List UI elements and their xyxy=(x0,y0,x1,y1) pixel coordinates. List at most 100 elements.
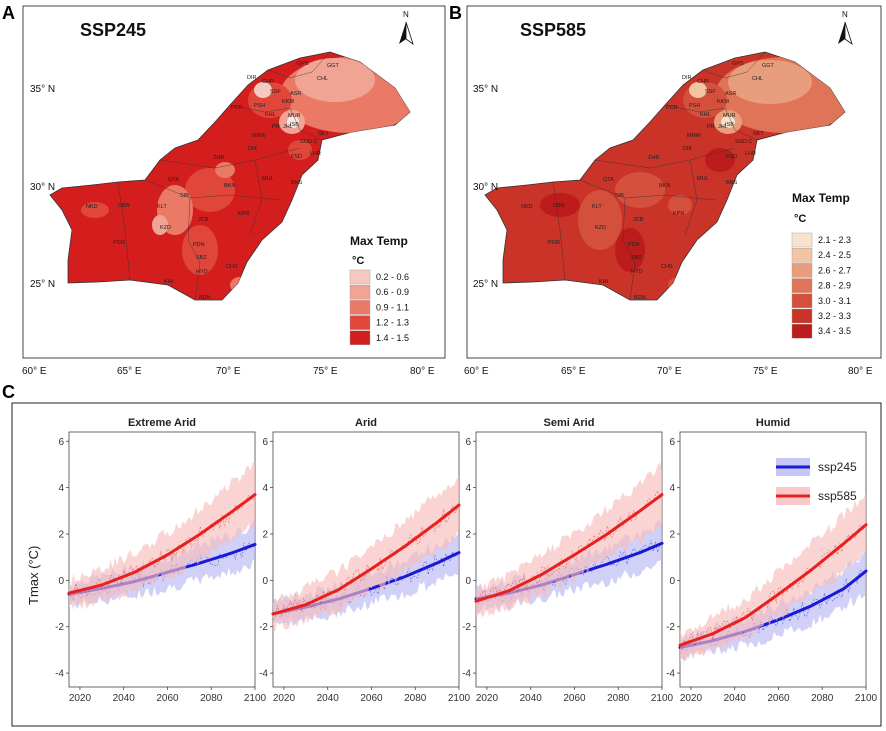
x-tick-label: 2020 xyxy=(69,693,92,704)
lat-25-label: 25° N xyxy=(473,279,498,290)
city-label: HYD xyxy=(631,269,643,275)
lon-75-label: 75° E xyxy=(753,366,778,377)
y-tick-label: 4 xyxy=(669,483,675,494)
legend-a-class-label: 0.6 - 0.9 xyxy=(376,287,409,297)
city-label: ISB xyxy=(725,122,734,128)
city-label: KKM xyxy=(717,99,729,105)
series-band-ssp585 xyxy=(273,475,459,632)
lon-80-label: 80° E xyxy=(410,366,435,377)
x-tick-label: 2060 xyxy=(563,693,586,704)
city-label: SSF xyxy=(705,89,716,95)
series-line-ssp585 xyxy=(67,493,257,595)
city-label: MUL xyxy=(697,176,709,182)
city-label: NKD xyxy=(521,204,533,210)
panel-b-letter: B xyxy=(449,3,462,23)
y-tick-label: 2 xyxy=(58,530,64,541)
city-label: FSD xyxy=(291,154,302,160)
y-tick-label: 2 xyxy=(669,530,675,541)
city-label: CHS xyxy=(661,264,673,270)
city-label: QTA xyxy=(168,177,179,183)
legend-a-class-swatch xyxy=(349,285,371,300)
facet-extreme-arid: Extreme Arid -4 -2 0 2 4 6 2020 2040 2060 2080 2100 xyxy=(55,417,266,704)
y-tick-label: -2 xyxy=(666,622,675,633)
city-label: SKT xyxy=(318,131,329,137)
city-label: KZD xyxy=(595,225,606,231)
lat-35-label: 35° N xyxy=(473,84,498,95)
city-label: SGD C xyxy=(735,139,752,145)
y-tick-label: -4 xyxy=(259,669,268,680)
city-label: PGR xyxy=(548,240,560,246)
city-label: KHI xyxy=(599,279,609,285)
legend-b-class-label: 3.0 - 3.1 xyxy=(818,296,851,306)
legend-b-class-swatch xyxy=(791,324,813,339)
facet-title: Extreme Arid xyxy=(128,417,196,429)
y-axis-label: Tmax (°C) xyxy=(26,546,41,605)
legend-b-class-label: 3.2 - 3.3 xyxy=(818,311,851,321)
city-label: BKN xyxy=(224,183,235,189)
y-tick-label: 2 xyxy=(465,530,471,541)
city-label: PGR xyxy=(113,240,125,246)
north-arrow-icon xyxy=(838,22,845,44)
legend-b-class-swatch xyxy=(791,293,813,308)
panel-a: A SSP245 N xyxy=(2,3,446,377)
city-label: KLT xyxy=(592,204,602,210)
city-label: KPR xyxy=(673,211,684,217)
legend-a-class-label: 0.2 - 0.6 xyxy=(376,272,409,282)
legend-a-class-label: 0.9 - 1.1 xyxy=(376,302,409,312)
city-label: CHS xyxy=(226,264,238,270)
legend-a-title: Max Temp xyxy=(350,234,408,248)
y-tick-label: 4 xyxy=(262,483,268,494)
lon-80-label: 80° E xyxy=(848,366,873,377)
north-arrow-icon xyxy=(399,22,406,44)
y-tick-label: 0 xyxy=(262,576,268,587)
city-label: PR xyxy=(272,124,280,130)
legend-a-unit: °C xyxy=(352,255,364,267)
city-label: PDN xyxy=(628,242,640,248)
lon-60-label: 60° E xyxy=(464,366,489,377)
city-label: LHR xyxy=(745,151,756,157)
y-tick-label: -2 xyxy=(462,622,471,633)
panel-b-title: SSP585 xyxy=(520,20,586,40)
lon-75-label: 75° E xyxy=(313,366,338,377)
legend-label-ssp585: ssp585 xyxy=(818,489,857,503)
panel-c-legend: ssp245 ssp585 xyxy=(776,458,857,505)
north-arrow-a: N xyxy=(399,10,414,46)
y-tick-label: 6 xyxy=(465,437,471,448)
city-label: PCR xyxy=(231,105,243,111)
city-label: SKT xyxy=(753,131,764,137)
city-label: KPR xyxy=(238,211,249,217)
y-tick-label: 0 xyxy=(669,576,675,587)
city-label: SBZ xyxy=(196,255,207,261)
panel-b: B SSP585 N xyxy=(449,3,882,377)
legend-b-class-label: 2.1 - 2.3 xyxy=(818,235,851,245)
panel-c-letter: C xyxy=(2,382,15,402)
city-label: BKN xyxy=(659,183,670,189)
y-tick-label: 4 xyxy=(58,483,64,494)
city-label: PR xyxy=(707,124,715,130)
city-label: JHL xyxy=(283,124,293,130)
city-label: HYD xyxy=(196,269,208,275)
y-tick-label: 6 xyxy=(669,437,675,448)
y-tick-label: -2 xyxy=(259,622,268,633)
city-label: ASR xyxy=(290,91,301,97)
city-label: DBN xyxy=(118,203,130,209)
pakistan-map-a xyxy=(49,51,411,301)
city-label: KLT xyxy=(157,204,167,210)
city-label: KHL xyxy=(265,112,276,118)
city-label: BDN xyxy=(199,295,211,301)
legend-b-class-label: 2.4 - 2.5 xyxy=(818,250,851,260)
lat-30-label: 30° N xyxy=(30,182,55,193)
city-label: KHL xyxy=(700,112,711,118)
legend-a-class-swatch xyxy=(349,300,371,315)
north-arrow-b: N xyxy=(838,10,853,46)
city-label: DBN xyxy=(553,203,565,209)
city-label: KZD xyxy=(160,225,171,231)
city-label: DIR xyxy=(247,75,257,81)
x-tick-label: 2060 xyxy=(360,693,383,704)
x-tick-label: 2040 xyxy=(520,693,543,704)
city-label: SIB xyxy=(615,193,624,199)
x-tick-label: 2080 xyxy=(200,693,223,704)
series-raw-ssp585 xyxy=(68,494,256,601)
legend-a: Max Temp °C 0.2 - 0.6 0.6 - 0.9 0.9 - 1.1 1… xyxy=(349,234,409,345)
